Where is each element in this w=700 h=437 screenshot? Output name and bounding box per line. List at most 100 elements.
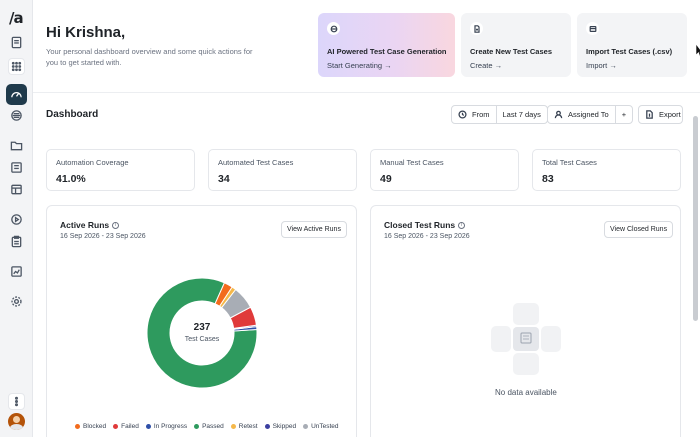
- quick-action-ai-generation[interactable]: AI Powered Test Case Generation Start Ge…: [318, 13, 455, 77]
- legend-swatch: [230, 424, 236, 429]
- legend-swatch: [194, 424, 200, 429]
- app-logo[interactable]: /a: [9, 9, 24, 27]
- report-chart-icon[interactable]: [9, 264, 24, 279]
- legend-swatch: [113, 424, 119, 429]
- add-filter-button[interactable]: +: [614, 106, 632, 123]
- stat-label: Automation Coverage: [56, 158, 129, 167]
- greeting-subtext: Your personal dashboard overview and som…: [46, 47, 253, 67]
- export-button[interactable]: Export: [638, 105, 683, 124]
- folder-icon[interactable]: [9, 138, 24, 153]
- quick-action-create-test-cases[interactable]: Create New Test Cases Create →: [461, 13, 571, 77]
- import-table-icon: [586, 22, 599, 35]
- legend-label: Blocked: [83, 423, 107, 430]
- info-icon[interactable]: i: [458, 221, 466, 229]
- closed-runs-date-range: 16 Sep 2026 - 23 Sep 2026: [384, 233, 470, 240]
- legend-item-skipped[interactable]: Skipped: [264, 423, 297, 430]
- legend-label: Retest: [238, 423, 258, 430]
- table-icon[interactable]: [9, 182, 24, 197]
- dashboard-gauge-icon[interactable]: [6, 84, 27, 105]
- active-runs-date-range: 16 Sep 2026 - 23 Sep 2026: [60, 233, 146, 240]
- stat-value: 41.0%: [56, 173, 86, 185]
- legend-swatch: [145, 424, 151, 429]
- quick-action-title: Create New Test Cases: [470, 47, 552, 56]
- header-divider: [33, 92, 700, 93]
- clipboard-icon[interactable]: [9, 234, 24, 249]
- donut-slice-blocked[interactable]: [214, 282, 233, 307]
- quick-action-title: AI Powered Test Case Generation: [327, 47, 447, 56]
- stat-value: 49: [380, 173, 392, 185]
- greeting-title: Hi Krishna,: [46, 24, 126, 41]
- stat-card-automation-coverage: Automation Coverage 41.0%: [46, 149, 195, 191]
- test-case-icon[interactable]: [9, 160, 24, 175]
- active-runs-title: Active Runs i: [60, 220, 120, 230]
- legend-label: Skipped: [272, 423, 297, 430]
- legend-label: Passed: [202, 423, 224, 430]
- legend-item-failed[interactable]: Failed: [113, 423, 139, 430]
- filter-from-label: From: [472, 110, 490, 119]
- test-case-donut-chart: 237 Test Cases: [146, 277, 258, 389]
- assigned-to-filter[interactable]: Assigned To +: [547, 105, 634, 124]
- play-circle-icon[interactable]: [9, 212, 24, 227]
- user-icon: [554, 110, 563, 119]
- assigned-to-label: Assigned To: [568, 110, 609, 119]
- stat-card-manual-test-cases: Manual Test Cases 49: [370, 149, 519, 191]
- document-icon[interactable]: [9, 35, 24, 50]
- donut-slice-failed[interactable]: [229, 306, 258, 329]
- legend-swatch: [75, 424, 80, 429]
- legend-item-passed[interactable]: Passed: [194, 423, 224, 430]
- ai-chip-icon: [327, 22, 340, 35]
- legend-item-blocked[interactable]: Blocked: [75, 423, 106, 430]
- stat-value: 34: [218, 173, 230, 185]
- import-link[interactable]: Import →: [586, 61, 617, 70]
- legend-item-retest[interactable]: Retest: [230, 423, 258, 430]
- legend-item-untested[interactable]: UnTested: [303, 423, 339, 430]
- date-filter-range[interactable]: Last 7 days: [495, 106, 547, 123]
- closed-runs-panel: Closed Test Runs i 16 Sep 2026 - 23 Sep …: [370, 205, 681, 437]
- view-active-runs-button[interactable]: View Active Runs: [281, 221, 347, 238]
- mouse-cursor-icon: [696, 44, 700, 58]
- donut-slice-passed[interactable]: [146, 277, 258, 389]
- legend-label: Failed: [121, 423, 139, 430]
- donut-slice-untested[interactable]: [220, 288, 252, 319]
- export-label: Export: [659, 110, 681, 119]
- file-plus-icon: [470, 22, 483, 35]
- date-filter-from[interactable]: From: [452, 106, 496, 123]
- quick-action-title: Import Test Cases (.csv): [586, 47, 673, 56]
- donut-total: 237: [194, 322, 211, 333]
- legend-item-in-progress[interactable]: In Progress: [145, 423, 188, 430]
- closed-runs-title: Closed Test Runs i: [384, 220, 466, 230]
- more-vertical-icon[interactable]: [8, 393, 25, 410]
- dashboard-title: Dashboard: [46, 109, 99, 120]
- sidebar: /a: [0, 0, 33, 437]
- settings-gear-icon[interactable]: [9, 294, 24, 309]
- stat-label: Automated Test Cases: [218, 158, 294, 167]
- stat-value: 83: [542, 173, 554, 185]
- apps-grid-icon[interactable]: [8, 58, 25, 75]
- quick-action-import-csv[interactable]: Import Test Cases (.csv) Import →: [577, 13, 687, 77]
- legend-swatch: [264, 424, 270, 429]
- ai-chip-icon[interactable]: [9, 108, 24, 123]
- user-avatar[interactable]: [8, 413, 25, 430]
- no-data-message: No data available: [495, 388, 557, 397]
- stat-label: Total Test Cases: [542, 158, 597, 167]
- info-icon[interactable]: i: [112, 221, 120, 229]
- page-scrollbar[interactable]: [693, 116, 698, 321]
- stat-label: Manual Test Cases: [380, 158, 444, 167]
- active-runs-panel: Active Runs i 16 Sep 2026 - 23 Sep 2026 …: [46, 205, 357, 437]
- chart-legend: Blocked Failed In Progress Passed Retest Skip…: [75, 423, 339, 430]
- start-generating-link[interactable]: Start Generating →: [327, 61, 392, 70]
- export-file-icon: [646, 110, 653, 119]
- assigned-to-button[interactable]: Assigned To: [548, 106, 615, 123]
- closed-runs-title-text: Closed Test Runs: [384, 220, 456, 230]
- clock-icon: [458, 110, 467, 119]
- stat-card-total-test-cases: Total Test Cases 83: [532, 149, 681, 191]
- legend-swatch: [303, 424, 309, 429]
- donut-total-label: Test Cases: [185, 336, 220, 343]
- date-filter[interactable]: From Last 7 days: [451, 105, 548, 124]
- legend-label: In Progress: [153, 423, 188, 430]
- empty-state-illustration: [491, 303, 561, 375]
- create-link[interactable]: Create →: [470, 61, 503, 70]
- legend-label: UnTested: [311, 423, 339, 430]
- stat-card-automated-test-cases: Automated Test Cases 34: [208, 149, 357, 191]
- view-closed-runs-button[interactable]: View Closed Runs: [604, 221, 674, 238]
